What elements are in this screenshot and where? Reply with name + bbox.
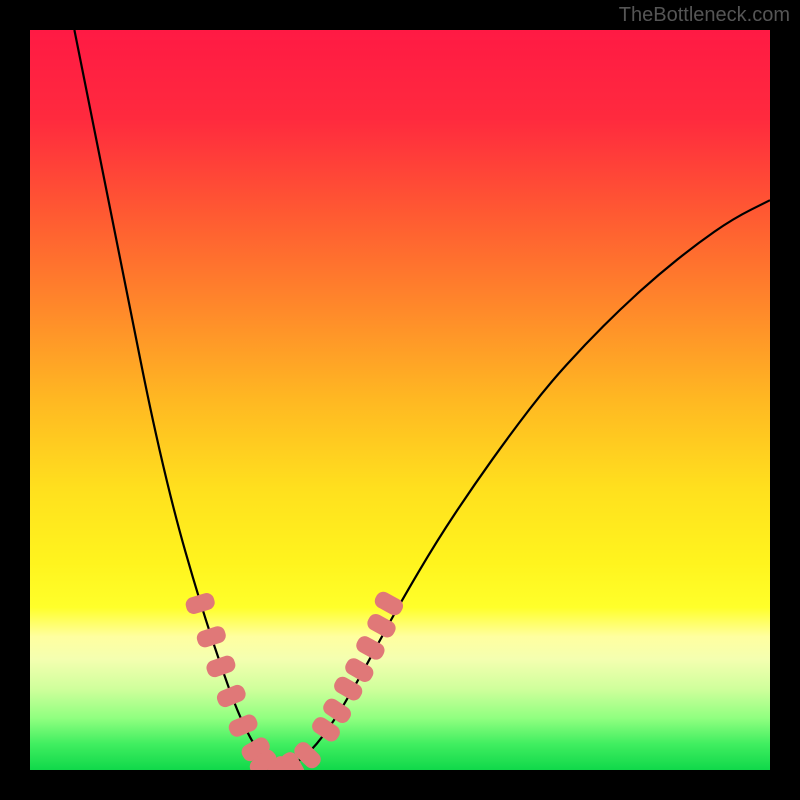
attribution-text: TheBottleneck.com — [619, 4, 790, 27]
curve-marker — [373, 590, 405, 617]
curve-marker — [196, 625, 228, 649]
curve-marker — [227, 713, 259, 738]
bottleneck-curve — [30, 30, 770, 770]
curve-marker — [215, 683, 247, 708]
curve-marker — [205, 654, 237, 678]
plot-area — [30, 30, 770, 770]
curve-marker — [185, 592, 216, 615]
